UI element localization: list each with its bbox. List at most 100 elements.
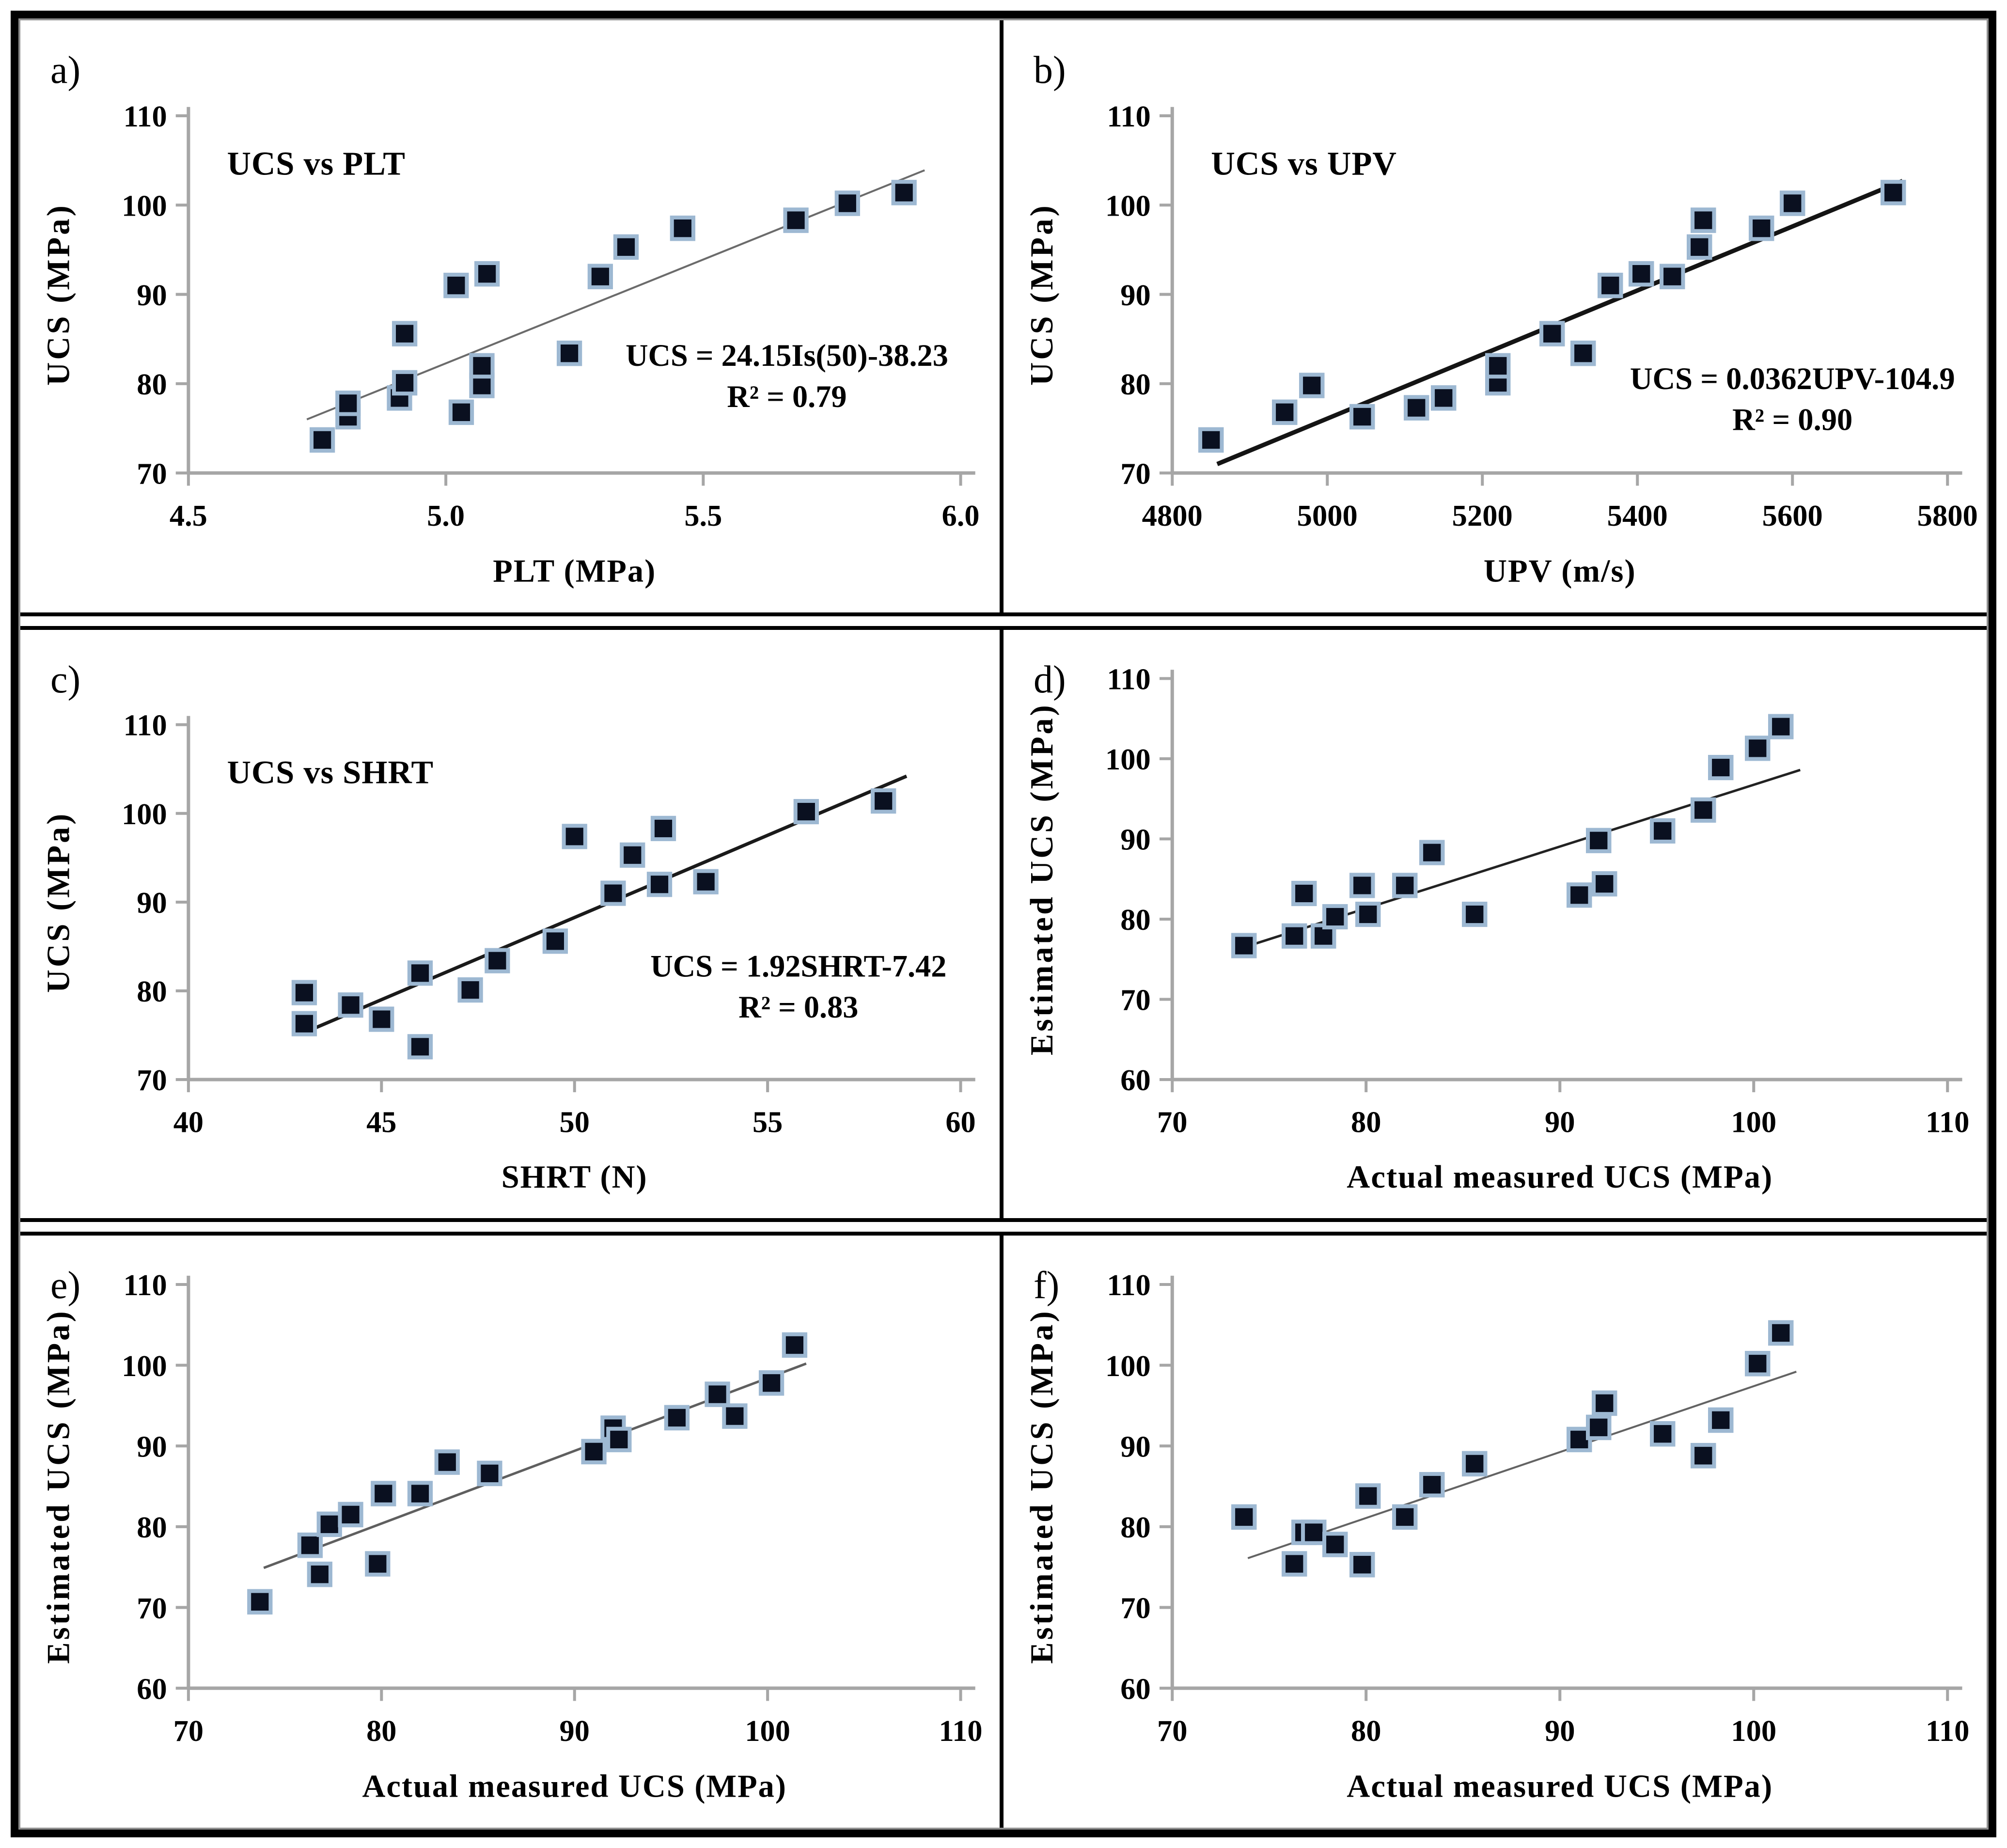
data-point-marker (407, 1034, 433, 1060)
panel-f: f) 70 80 90 100 110 60 70 80 90 100 110 Actual meas… (1004, 1232, 1987, 1828)
y-tick-label: 70 (137, 1064, 167, 1097)
data-point-marker (448, 399, 474, 425)
data-point-marker (1650, 818, 1676, 844)
data-point-marker (606, 1426, 632, 1453)
x-tick-label: 90 (560, 1714, 590, 1748)
data-point-marker (871, 788, 896, 814)
data-point-marker (782, 1332, 808, 1358)
x-tick-label: 4800 (1142, 499, 1203, 532)
panel-b: b) 4800 5000 5200 5400 5600 5800 70 80 90 100 110 U… (1004, 20, 1987, 616)
y-axis-title: UCS (MPa) (41, 203, 77, 386)
y-tick-label: 80 (1120, 903, 1151, 937)
x-axis-title: SHRT (N) (502, 1159, 648, 1195)
data-point-marker (247, 1589, 273, 1615)
panel-d: d) 70 80 90 100 110 60 70 80 90 100 110 Actual meas… (1004, 626, 1987, 1222)
data-point-marker (722, 1403, 748, 1429)
x-tick-label: 70 (173, 1714, 204, 1748)
x-axis-title: UPV (m/s) (1484, 553, 1636, 589)
data-point-marker (1198, 427, 1224, 453)
data-point-marker (1301, 1519, 1327, 1545)
data-point-marker (783, 207, 809, 233)
data-point-marker (1691, 1443, 1716, 1469)
x-tick-label: 5.0 (427, 499, 465, 532)
data-point-marker (291, 980, 317, 1005)
data-point-marker (1586, 1414, 1612, 1441)
data-point-marker (485, 948, 510, 973)
data-point-marker (1629, 261, 1654, 287)
data-point-marker (1570, 340, 1596, 366)
data-point-marker (1349, 404, 1375, 430)
y-tick-label: 110 (124, 99, 167, 133)
y-tick-label: 70 (1120, 456, 1151, 490)
data-point-marker (1768, 1320, 1794, 1346)
x-axis-title: Actual measured UCS (MPa) (1347, 1769, 1773, 1804)
y-tick-label: 70 (137, 456, 167, 490)
data-point-marker (1349, 873, 1375, 898)
x-tick-label: 55 (753, 1106, 783, 1139)
x-tick-label: 4.5 (170, 499, 207, 532)
x-tick-label: 90 (1545, 1106, 1575, 1139)
y-tick-label: 90 (137, 278, 167, 312)
data-point-marker (407, 1481, 433, 1506)
data-point-marker (1299, 373, 1325, 398)
x-tick-label: 100 (745, 1714, 790, 1748)
plot-title: UCS vs UPV (1211, 145, 1397, 182)
y-tick-label: 60 (137, 1672, 167, 1706)
data-point-marker (1231, 933, 1257, 958)
data-point-marker (1322, 904, 1348, 930)
data-point-marker (1691, 797, 1716, 823)
data-point-marker (1291, 880, 1317, 907)
x-tick-label: 100 (1731, 1714, 1776, 1748)
data-point-marker (562, 824, 587, 849)
data-point-marker (434, 1449, 460, 1475)
panel-c: c) 40 45 50 55 60 70 80 90 100 110 SHRT (N) UCS (MP… (20, 626, 1004, 1222)
y-tick-label: 110 (1107, 1268, 1150, 1302)
y-tick-label: 70 (1120, 1591, 1151, 1625)
data-point-marker (542, 928, 568, 954)
data-point-marker (392, 370, 418, 396)
x-tick-label: 5600 (1762, 499, 1823, 532)
panel-e: e) 70 80 90 100 110 60 70 80 90 100 110 Actual meas… (20, 1232, 1004, 1828)
y-tick-label: 110 (124, 1268, 167, 1302)
y-tick-label: 110 (1107, 663, 1150, 696)
x-tick-label: 100 (1731, 1106, 1776, 1139)
data-point-marker (1349, 1551, 1375, 1578)
scatter-chart-ucs-vs-shrt: 40 45 50 55 60 70 80 90 100 110 SHRT (N) UCS (MPa) U… (41, 709, 975, 1195)
panel-letter-c: c) (50, 658, 81, 701)
x-tick-label: 5400 (1607, 499, 1668, 532)
y-tick-label: 60 (1120, 1672, 1151, 1706)
data-point-marker (1687, 234, 1712, 260)
y-tick-label: 90 (1120, 1429, 1151, 1463)
x-tick-label: 110 (939, 1714, 983, 1748)
panel-letter-e: e) (50, 1264, 81, 1307)
x-tick-label: 5200 (1452, 499, 1513, 532)
x-axis-title: Actual measured UCS (MPa) (362, 1769, 787, 1804)
x-tick-label: 40 (173, 1106, 204, 1139)
data-point-marker (297, 1532, 323, 1558)
x-tick-label: 80 (1351, 1714, 1381, 1748)
y-tick-label: 80 (137, 1510, 167, 1544)
data-point-marker (1691, 207, 1716, 233)
data-point-marker (1586, 828, 1612, 853)
panel-letter-d: d) (1034, 658, 1066, 701)
x-tick-label: 90 (1545, 1714, 1575, 1748)
y-axis-title: Estimated UCS (MPa) (1024, 1309, 1060, 1664)
y-tick-label: 90 (1120, 278, 1151, 312)
y-tick-label: 100 (122, 798, 167, 831)
data-point-marker (1708, 755, 1734, 781)
x-tick-label: 110 (1926, 1714, 1969, 1748)
data-point-marker (1322, 1532, 1348, 1557)
y-tick-label: 90 (1120, 823, 1151, 857)
data-point-marker (1708, 1407, 1734, 1433)
data-point-marker (291, 1011, 317, 1036)
data-point-marker (1592, 1390, 1617, 1416)
data-point-marker (693, 869, 719, 894)
data-point-marker (650, 815, 676, 841)
data-point-marker (457, 977, 483, 1003)
x-tick-label: 80 (366, 1714, 396, 1748)
data-point-marker (469, 353, 495, 379)
r-squared-value: R² = 0.90 (1732, 402, 1852, 437)
data-point-marker (613, 234, 639, 260)
